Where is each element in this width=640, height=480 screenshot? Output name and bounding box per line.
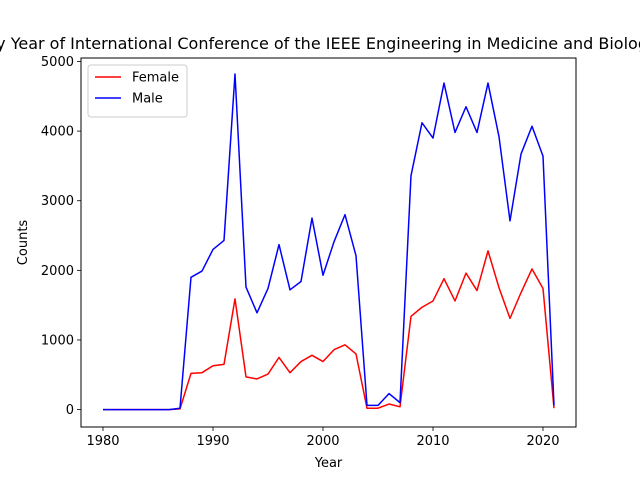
legend-box	[87, 64, 188, 118]
x-axis-title: Year	[314, 456, 343, 471]
y-axis-title: Counts	[16, 220, 31, 266]
legend-label-male: Male	[132, 92, 163, 107]
series-line-female	[103, 250, 555, 411]
y-tick-label: 3000	[41, 194, 74, 209]
y-tick-label: 5000	[41, 55, 74, 70]
y-tick-label: 4000	[41, 125, 74, 140]
series-line-male	[103, 73, 555, 411]
legend: Female Male	[87, 64, 188, 118]
x-tick-label: 1980	[86, 434, 119, 449]
x-tick-label: 2000	[306, 434, 339, 449]
x-tick-label: 2020	[526, 434, 559, 449]
y-tick-label: 2000	[41, 264, 74, 279]
y-tick-label: 0	[66, 403, 74, 418]
y-tick-label: 1000	[41, 333, 74, 348]
legend-label-female: Female	[132, 71, 179, 86]
x-tick-label: 1990	[196, 434, 229, 449]
plot-frame	[80, 57, 577, 428]
x-tick-label: 2010	[416, 434, 449, 449]
chart-title: Authors by Year of International Confere…	[0, 34, 640, 53]
